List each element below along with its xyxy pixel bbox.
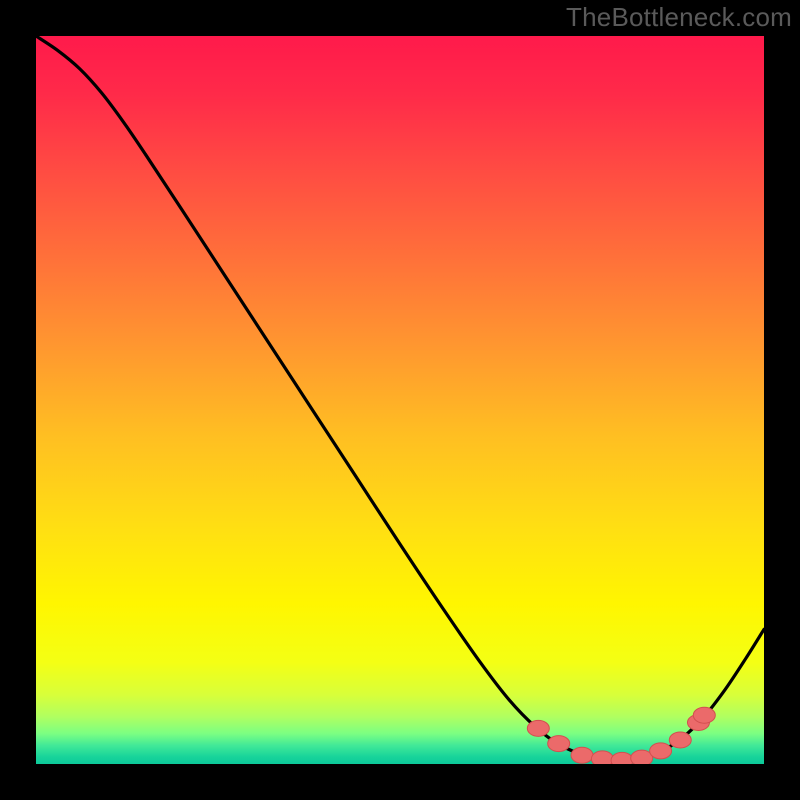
- chart-frame: TheBottleneck.com: [0, 0, 800, 800]
- marker-point: [527, 720, 549, 736]
- plot-area: [36, 36, 764, 764]
- marker-point: [650, 743, 672, 759]
- bottleneck-curve: [36, 36, 764, 760]
- watermark-text: TheBottleneck.com: [566, 2, 792, 33]
- marker-group: [527, 707, 715, 764]
- marker-point: [548, 736, 570, 752]
- marker-point: [693, 707, 715, 723]
- marker-point: [591, 751, 613, 764]
- marker-point: [669, 732, 691, 748]
- marker-point: [571, 747, 593, 763]
- curve-overlay: [36, 36, 764, 764]
- marker-point: [611, 752, 633, 764]
